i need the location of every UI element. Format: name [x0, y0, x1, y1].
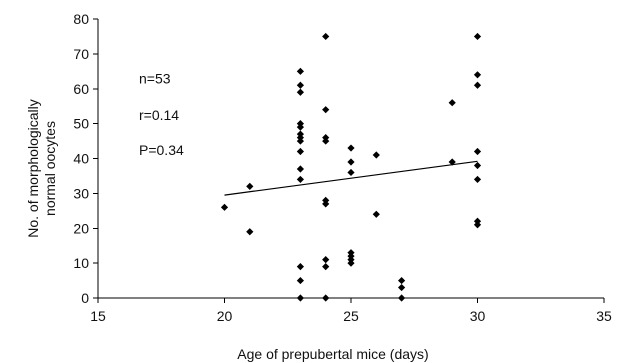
- y-tick-label: 20: [73, 220, 89, 236]
- y-tick-label: 0: [81, 290, 89, 306]
- data-point: [398, 294, 406, 302]
- data-point: [473, 147, 482, 156]
- data-point: [296, 81, 304, 89]
- data-point: [322, 106, 330, 114]
- points-layer: [220, 32, 482, 302]
- data-point: [322, 137, 330, 145]
- data-point: [296, 276, 304, 285]
- data-point: [296, 137, 304, 145]
- ticks: 0 10 20 30 40 50 60 70 80 15 20 25 30 35: [73, 11, 612, 324]
- data-point: [473, 81, 482, 89]
- data-point: [322, 294, 330, 302]
- data-point: [473, 71, 482, 79]
- data-point: [220, 203, 229, 211]
- data-point: [322, 200, 330, 208]
- data-point: [473, 161, 482, 170]
- data-point: [296, 263, 304, 271]
- data-point: [347, 168, 355, 177]
- stat-annotation: n=53: [139, 70, 171, 86]
- y-tick-label: 40: [73, 151, 89, 167]
- y-tick-label: 50: [73, 116, 89, 132]
- data-point: [322, 32, 330, 41]
- data-point: [246, 182, 254, 190]
- data-point: [296, 147, 304, 156]
- data-point: [322, 256, 330, 264]
- y-axis-title: No. of morphologicallynormal oocytes: [25, 99, 58, 238]
- data-point: [473, 175, 482, 184]
- x-axis-title: Age of prepubertal mice (days): [237, 346, 428, 362]
- data-point: [296, 165, 304, 173]
- y-tick-label: 10: [73, 255, 89, 271]
- trend-line: [224, 160, 478, 196]
- x-tick-label: 20: [217, 308, 233, 324]
- y-tick-label: 60: [73, 81, 89, 97]
- data-point: [372, 151, 380, 159]
- stat-annotation: P=0.34: [139, 142, 184, 158]
- data-point: [296, 123, 304, 131]
- y-tick-label: 80: [73, 11, 89, 27]
- y-axis-title-line: No. of morphologically: [25, 99, 41, 238]
- x-tick-label: 30: [470, 308, 486, 324]
- y-axis-title-line: normal oocytes: [42, 121, 58, 216]
- data-point: [398, 276, 406, 285]
- x-tick-label: 15: [90, 308, 106, 324]
- y-tick-label: 70: [73, 46, 89, 62]
- data-point: [296, 67, 304, 75]
- data-point: [372, 210, 380, 218]
- x-tick-label: 35: [596, 308, 612, 324]
- data-point: [473, 32, 482, 41]
- y-tick-label: 30: [73, 185, 89, 201]
- data-point: [347, 259, 355, 267]
- data-point: [246, 228, 254, 236]
- data-point: [473, 221, 482, 229]
- trendline-layer: [224, 160, 478, 196]
- data-point: [448, 158, 456, 166]
- data-point: [347, 144, 355, 152]
- stat-annotation: r=0.14: [139, 107, 179, 123]
- data-point: [296, 175, 304, 184]
- data-point: [448, 99, 456, 107]
- labels-layer: n=53 r=0.14 P=0.34 Age of prepubertal mice …: [25, 70, 429, 362]
- x-tick-label: 25: [343, 308, 359, 324]
- data-point: [347, 158, 355, 166]
- data-point: [322, 263, 330, 271]
- data-point: [296, 294, 304, 302]
- data-point: [398, 283, 406, 292]
- data-point: [296, 88, 304, 96]
